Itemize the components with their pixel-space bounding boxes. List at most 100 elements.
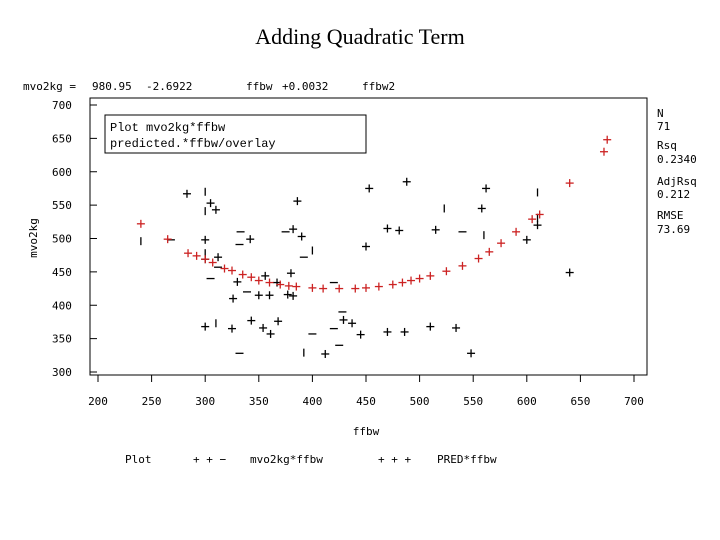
observed-point bbox=[477, 204, 486, 213]
equation-coef1: -2.6922 bbox=[146, 80, 192, 93]
stat-rmse-value: 73.69 bbox=[657, 223, 690, 236]
observed-point bbox=[233, 277, 242, 286]
predicted-point bbox=[599, 147, 608, 156]
equation-term2: ffbw2 bbox=[362, 80, 395, 93]
predicted-point bbox=[201, 255, 210, 264]
y-tick-label: 650 bbox=[52, 132, 72, 145]
predicted-point bbox=[220, 264, 229, 273]
predicted-point bbox=[228, 266, 236, 275]
x-axis-label: ffbw bbox=[353, 425, 380, 438]
observed-point bbox=[266, 329, 275, 338]
x-tick-label: 700 bbox=[624, 395, 644, 408]
predicted-point bbox=[426, 271, 435, 280]
y-axis-label: mvo2kg bbox=[27, 218, 40, 258]
observed-point bbox=[289, 225, 298, 234]
legend-prefix: Plot bbox=[125, 453, 152, 466]
observed-point bbox=[565, 268, 574, 277]
observed-point bbox=[228, 324, 236, 333]
predicted-point bbox=[247, 273, 256, 282]
predicted-point bbox=[528, 215, 537, 224]
predicted-point bbox=[565, 179, 574, 188]
legend-observed-symbols: + + − bbox=[193, 453, 226, 466]
equation-intercept: 980.95 bbox=[92, 80, 132, 93]
predicted-point bbox=[351, 284, 360, 293]
x-tick-label: 650 bbox=[570, 395, 590, 408]
predicted-point bbox=[407, 276, 416, 285]
predicted-point bbox=[238, 270, 247, 279]
predicted-point bbox=[319, 284, 328, 293]
legend-observed-label: mvo2kg*ffbw bbox=[250, 453, 323, 466]
stat-rmse-label: RMSE bbox=[657, 209, 684, 222]
equation-lhs: mvo2kg = bbox=[23, 80, 76, 93]
predicted-point bbox=[163, 235, 172, 244]
stat-rsq-label: Rsq bbox=[657, 139, 677, 152]
x-tick-label: 550 bbox=[463, 395, 483, 408]
observed-point bbox=[214, 253, 223, 262]
observed-point bbox=[321, 349, 330, 358]
observed-point bbox=[400, 327, 409, 336]
observed-point bbox=[348, 319, 357, 328]
predicted-point bbox=[603, 135, 612, 144]
observed-point bbox=[395, 226, 404, 235]
observed-point bbox=[452, 323, 461, 332]
x-tick-label: 600 bbox=[517, 395, 537, 408]
x-tick-label: 200 bbox=[88, 395, 108, 408]
observed-point bbox=[182, 189, 191, 198]
stat-adjrsq-value: 0.212 bbox=[657, 188, 690, 201]
code-note: Plot mvo2kg*ffbw predicted.*ffbw/overlay bbox=[104, 114, 367, 154]
observed-point bbox=[383, 224, 392, 233]
x-tick-label: 500 bbox=[410, 395, 430, 408]
y-tick-label: 600 bbox=[52, 166, 72, 179]
predicted-point bbox=[442, 267, 451, 276]
observed-point bbox=[356, 330, 365, 339]
predicted-point bbox=[458, 261, 467, 270]
observed-point bbox=[362, 242, 370, 251]
observed-point bbox=[297, 232, 306, 241]
predicted-point bbox=[276, 280, 285, 289]
x-tick-label: 350 bbox=[249, 395, 269, 408]
x-tick-label: 450 bbox=[356, 395, 376, 408]
observed-point bbox=[247, 316, 256, 325]
predicted-point bbox=[535, 210, 544, 219]
predicted-point bbox=[374, 282, 383, 291]
y-tick-label: 700 bbox=[52, 99, 72, 112]
observed-point bbox=[261, 271, 270, 280]
code-note-box bbox=[104, 114, 367, 154]
observed-point bbox=[286, 269, 295, 278]
chart-title: Adding Quadratic Term bbox=[255, 24, 465, 49]
x-tick-label: 250 bbox=[142, 395, 162, 408]
observed-point bbox=[467, 349, 476, 358]
x-tick-label: 400 bbox=[302, 395, 322, 408]
legend-predicted-symbols: + + + bbox=[378, 453, 411, 466]
y-tick-label: 550 bbox=[52, 199, 72, 212]
regression-equation: mvo2kg = 980.95 -2.6922 ffbw +0.0032 ffb… bbox=[23, 80, 395, 93]
predicted-point bbox=[208, 258, 217, 267]
stat-adjrsq-label: AdjRsq bbox=[657, 175, 697, 188]
observed-point bbox=[293, 197, 302, 206]
stat-rsq-value: 0.2340 bbox=[657, 153, 697, 166]
predicted-point bbox=[485, 247, 494, 256]
observed-point bbox=[201, 322, 210, 331]
observed-point bbox=[426, 322, 435, 331]
y-tick-label: 300 bbox=[52, 366, 72, 379]
predicted-point bbox=[512, 227, 521, 236]
legend: Plot + + − mvo2kg*ffbw + + + PRED*ffbw bbox=[125, 453, 497, 466]
predicted-point bbox=[136, 219, 145, 228]
code-note-line2: predicted.*ffbw/overlay bbox=[110, 137, 276, 151]
observed-point bbox=[274, 317, 283, 326]
plot-frame bbox=[89, 97, 648, 376]
stat-n-value: 71 bbox=[657, 120, 670, 133]
predicted-point bbox=[284, 281, 293, 290]
observed-point bbox=[289, 291, 298, 300]
predicted-point bbox=[474, 254, 483, 263]
observed-point bbox=[365, 184, 374, 193]
observed-point bbox=[402, 177, 411, 186]
predicted-point bbox=[335, 284, 344, 293]
predicted-point bbox=[265, 278, 274, 287]
observed-point bbox=[533, 221, 542, 230]
observed-point bbox=[283, 290, 292, 299]
predicted-point bbox=[388, 280, 397, 289]
observed-point bbox=[522, 235, 531, 244]
